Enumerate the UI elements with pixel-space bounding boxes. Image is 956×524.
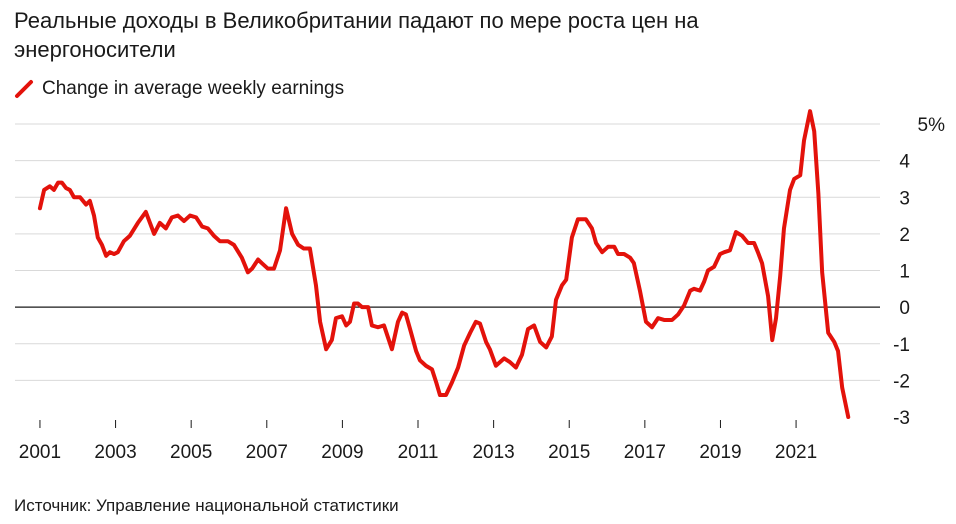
- y-tick-label: -2: [893, 371, 910, 392]
- x-tick-label: 2007: [246, 442, 288, 463]
- legend: Change in average weekly earnings: [14, 78, 344, 100]
- y-tick-label: 3: [899, 188, 910, 209]
- x-tick-label: 2011: [398, 442, 439, 463]
- legend-swatch: [15, 80, 33, 98]
- source-note: Источник: Управление национальной статис…: [14, 496, 399, 515]
- y-tick-label: -3: [893, 408, 910, 429]
- y-tick-label: -1: [893, 335, 910, 356]
- y-tick-label: 5%: [918, 115, 946, 136]
- y-tick-label: 4: [899, 152, 910, 173]
- x-tick-label: 2017: [624, 442, 666, 463]
- x-tick-label: 2019: [699, 442, 741, 463]
- x-tick-label: 2009: [321, 442, 363, 463]
- x-tick-label: 2021: [775, 442, 817, 463]
- chart-title: Реальные доходы в Великобритании падают …: [14, 8, 699, 62]
- y-tick-label: 2: [899, 225, 910, 246]
- y-tick-label: 1: [899, 262, 910, 283]
- x-tick-label: 2005: [170, 442, 212, 463]
- x-tick-label: 2013: [472, 442, 514, 463]
- y-tick-label: 0: [899, 298, 910, 319]
- data-line: [37, 109, 851, 419]
- x-tick-label: 2015: [548, 442, 590, 463]
- x-tick-label: 2001: [19, 442, 61, 463]
- legend-label: Change in average weekly earnings: [42, 78, 345, 99]
- x-tick-label: 2003: [94, 442, 136, 463]
